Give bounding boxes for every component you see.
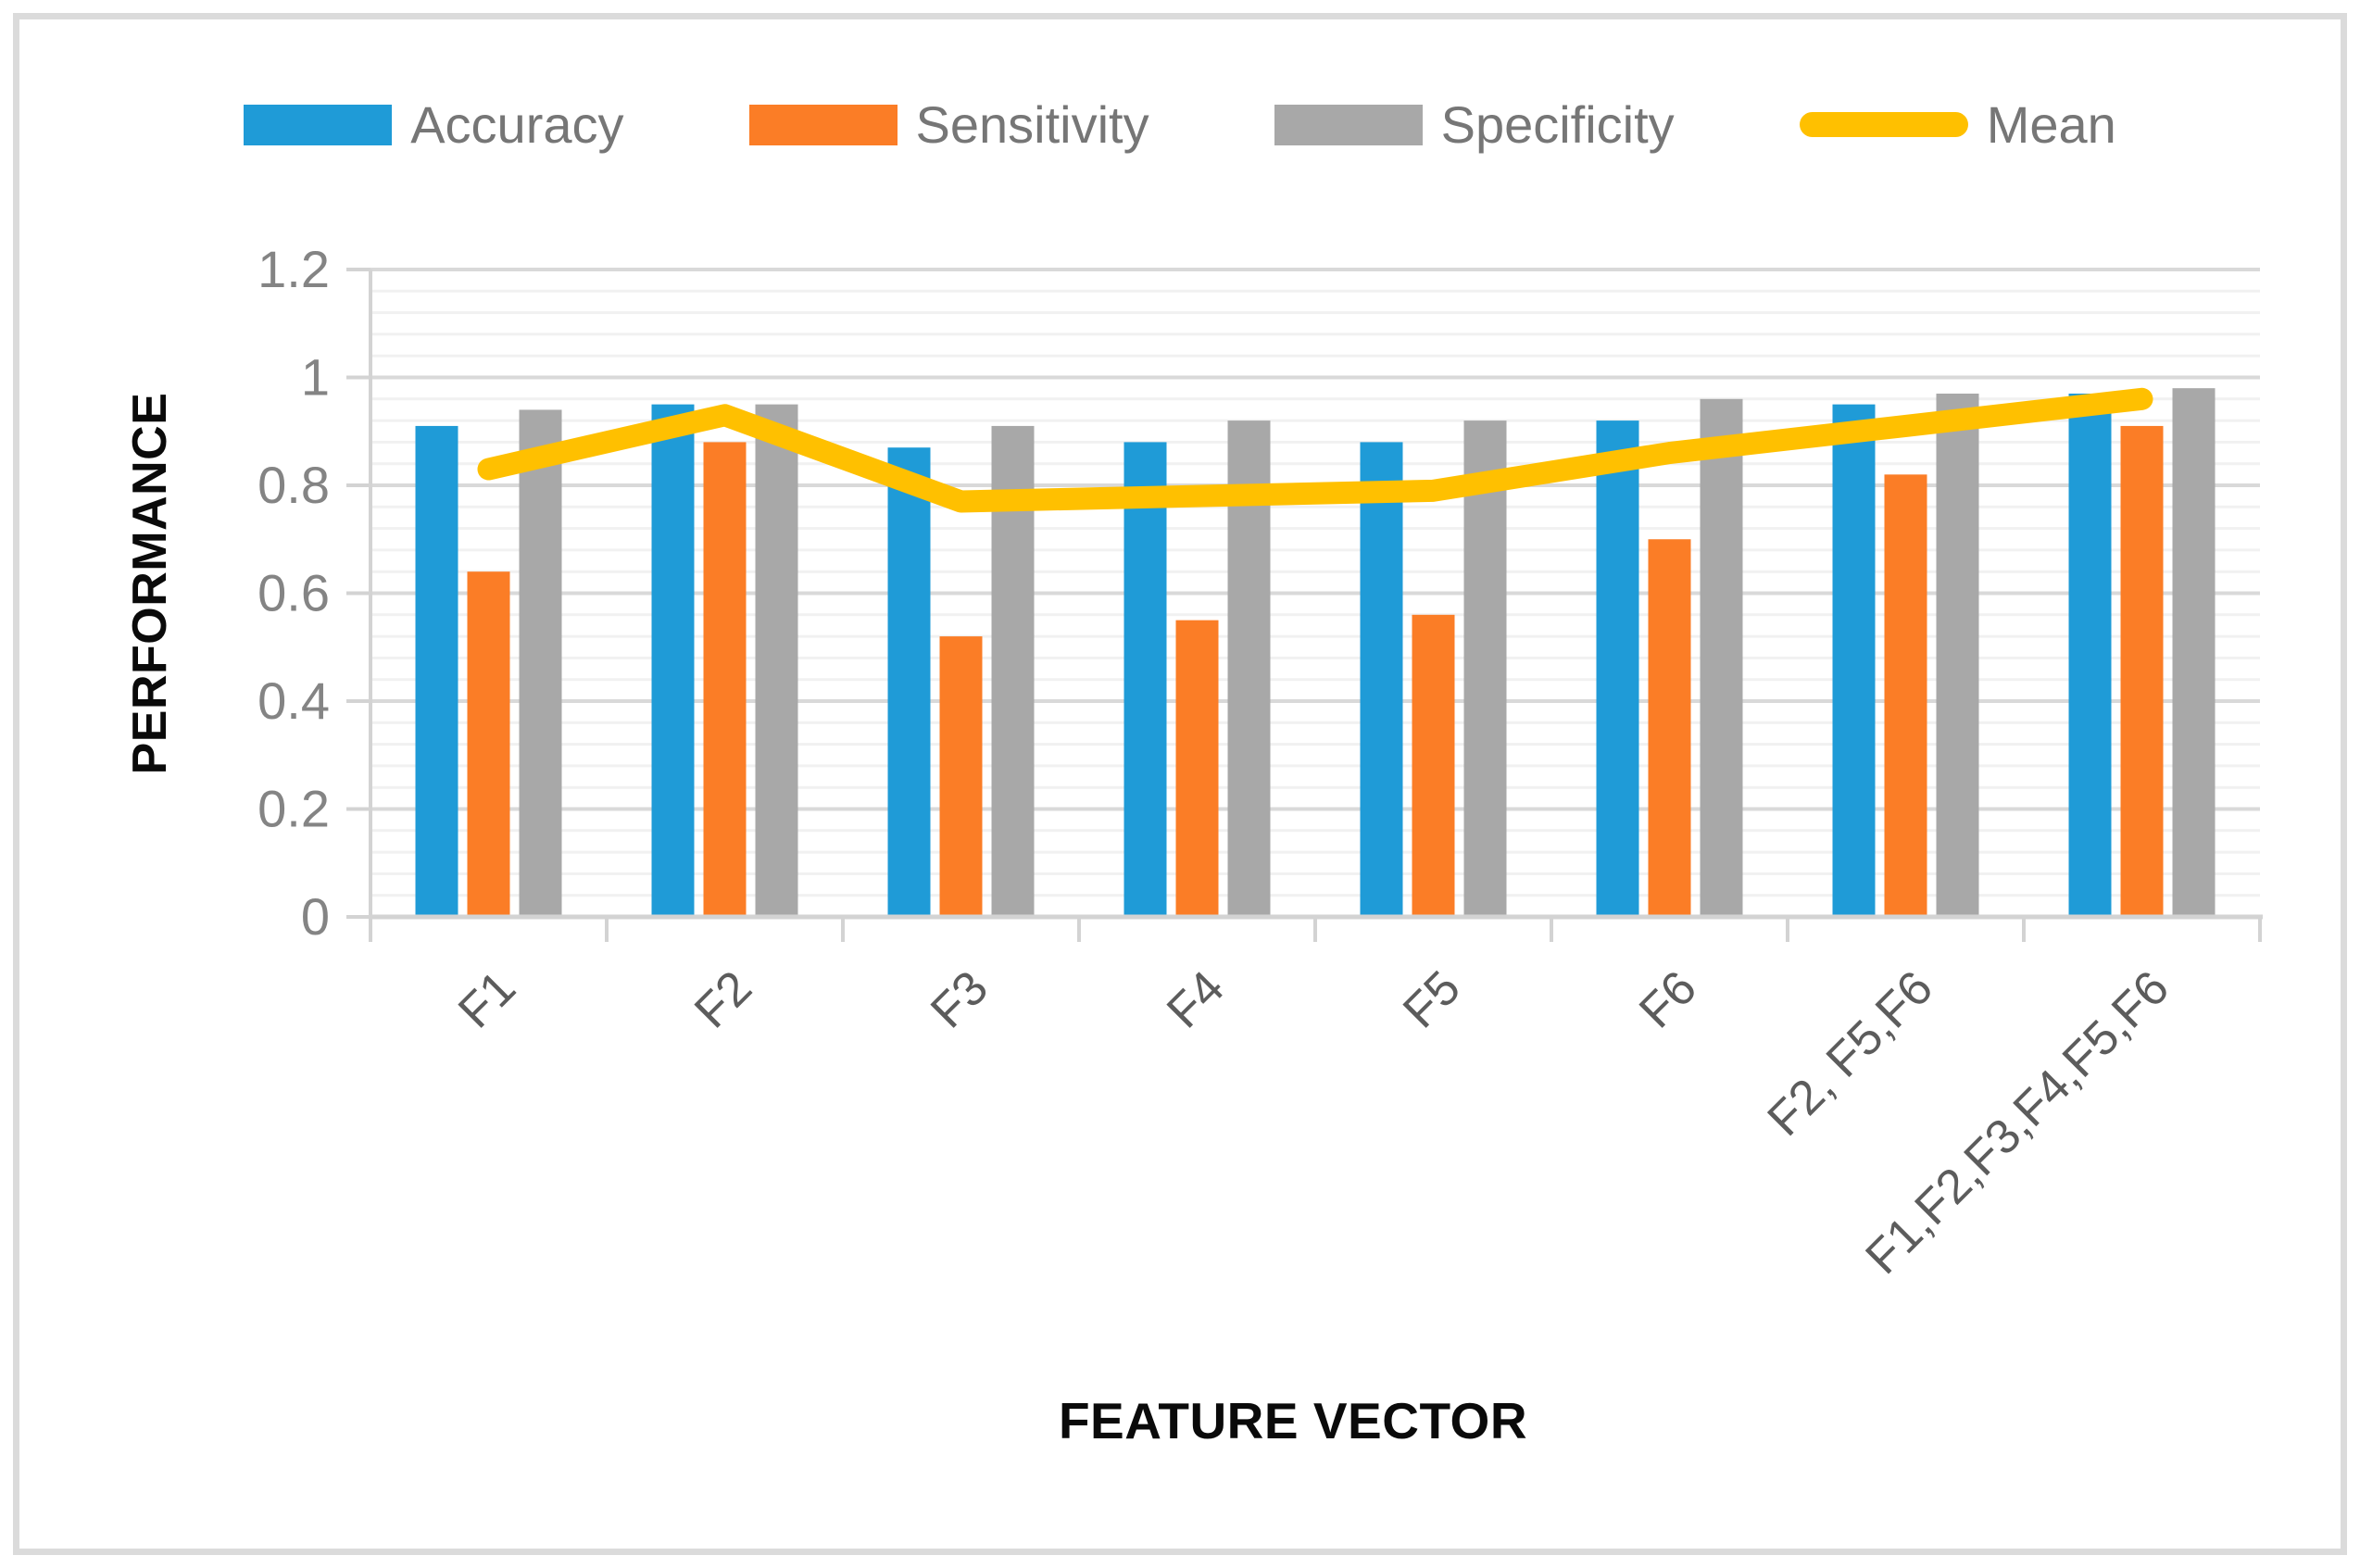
bar-specificity-f1 xyxy=(519,409,562,917)
y-tick-label: 0.8 xyxy=(257,456,330,514)
bar-sensitivity-f1f2f3f4f5f6 xyxy=(2120,425,2164,917)
legend-item-specificity: Specificity xyxy=(1274,96,1675,154)
x-tick-label: F2 xyxy=(684,960,762,1038)
y-tick-label: 1 xyxy=(301,348,330,407)
x-tick-label: F4 xyxy=(1157,960,1235,1038)
bar-accuracy-f4 xyxy=(1124,442,1167,917)
y-tick-label: 0.6 xyxy=(257,564,330,622)
x-tick-label: F3 xyxy=(921,960,998,1038)
y-tick-label: 0.2 xyxy=(257,780,330,838)
x-tick-label: F2, F5,F6 xyxy=(1758,960,1943,1146)
bar-sensitivity-f2f5f6 xyxy=(1884,474,1927,917)
bar-sensitivity-f4 xyxy=(1175,620,1219,917)
chart-legend: Accuracy Sensitivity Specificity Mean xyxy=(0,96,2360,154)
bar-specificity-f2f5f6 xyxy=(1936,393,1979,918)
bar-accuracy-f5 xyxy=(1360,442,1403,917)
legend-item-mean: Mean xyxy=(1799,95,2116,154)
bar-specificity-f2 xyxy=(755,404,798,917)
accuracy-swatch xyxy=(244,104,393,145)
bar-specificity-f5 xyxy=(1463,420,1507,918)
x-tick-label: F5 xyxy=(1393,960,1471,1038)
bar-accuracy-f2f5f6 xyxy=(1832,404,1876,917)
mean-line-swatch xyxy=(1799,112,1968,138)
bar-sensitivity-f5 xyxy=(1412,614,1455,917)
bar-specificity-f6 xyxy=(1700,398,1743,917)
legend-label-accuracy: Accuracy xyxy=(410,95,624,154)
legend-label-mean: Mean xyxy=(1986,95,2116,154)
y-tick-label: 0 xyxy=(301,887,330,946)
bar-accuracy-f1 xyxy=(415,425,458,917)
legend-item-sensitivity: Sensitivity xyxy=(748,95,1149,154)
x-tick-label: F6 xyxy=(1629,960,1707,1038)
legend-label-specificity: Specificity xyxy=(1440,95,1675,154)
bar-sensitivity-f3 xyxy=(939,636,983,917)
sensitivity-swatch xyxy=(748,104,898,145)
bar-accuracy-f2 xyxy=(651,404,695,917)
bar-sensitivity-f6 xyxy=(1648,539,1691,917)
bar-sensitivity-f1 xyxy=(467,571,510,917)
bar-specificity-f1f2f3f4f5f6 xyxy=(2172,388,2216,917)
y-axis-title: PERFORMANCE xyxy=(123,392,177,775)
bar-accuracy-f1f2f3f4f5f6 xyxy=(2068,393,2112,918)
x-tick-label: F1 xyxy=(448,960,526,1038)
bar-accuracy-f3 xyxy=(887,447,931,917)
mean-line xyxy=(477,387,2153,513)
x-axis-title: FEATURE VECTOR xyxy=(1058,1392,1528,1449)
specificity-swatch xyxy=(1274,104,1423,145)
legend-item-accuracy: Accuracy xyxy=(244,95,624,154)
y-tick-label: 1.2 xyxy=(257,240,330,298)
y-tick-label: 0.4 xyxy=(257,671,330,730)
legend-label-sensitivity: Sensitivity xyxy=(915,95,1149,154)
bar-accuracy-f6 xyxy=(1596,420,1639,918)
bar-sensitivity-f2 xyxy=(703,442,747,917)
